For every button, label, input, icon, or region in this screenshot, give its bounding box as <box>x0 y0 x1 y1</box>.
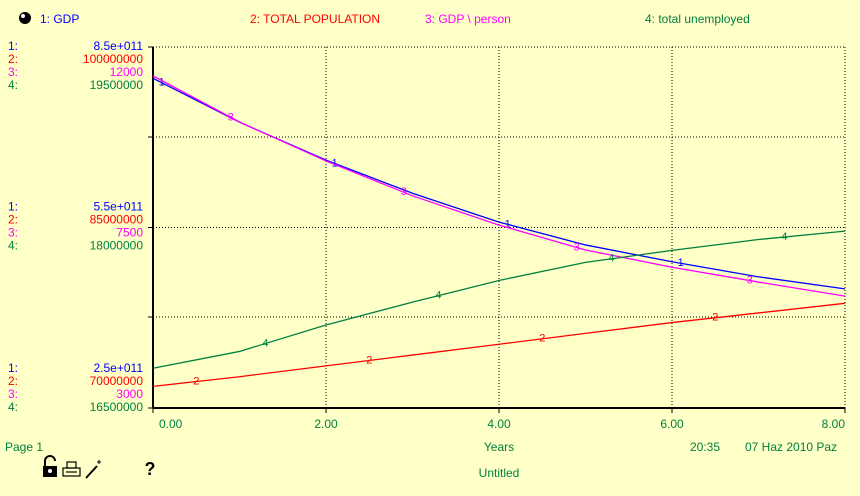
x-tick-label: 6.00 <box>660 417 684 431</box>
axis-prefix: 1: <box>8 361 18 375</box>
legend-entry: 1: GDP <box>40 12 79 26</box>
axis-prefix: 3: <box>8 387 18 401</box>
y-tick-label: 2.5e+011 <box>94 361 144 375</box>
y-tick-label: 100000000 <box>83 52 143 66</box>
axis-prefix: 2: <box>8 52 18 66</box>
axis-prefix: 2: <box>8 374 18 388</box>
axis-prefix: 1: <box>8 200 18 214</box>
x-tick-label: 8.00 <box>822 417 846 431</box>
series-marker: 2 <box>539 333 545 345</box>
series-marker: 2 <box>193 375 199 387</box>
series-marker: 4 <box>608 253 614 265</box>
series-marker: 3 <box>574 241 580 253</box>
y-tick-label: 70000000 <box>90 374 144 388</box>
series-marker: 4 <box>262 337 268 349</box>
y-tick-label: 18000000 <box>90 239 144 253</box>
axis-prefix: 1: <box>8 39 18 53</box>
legend-entry: 2: TOTAL POPULATION <box>250 12 380 26</box>
axis-prefix: 3: <box>8 65 18 79</box>
y-tick-label: 7500 <box>116 226 143 240</box>
series-marker: 2 <box>712 312 718 324</box>
series-marker: 4 <box>435 290 441 302</box>
file-name: Untitled <box>479 466 520 480</box>
legend-entry: 3: GDP \ person <box>425 12 511 26</box>
graph-icon[interactable] <box>19 12 31 24</box>
date: 07 Haz 2010 Paz <box>745 440 837 454</box>
lock-icon[interactable] <box>43 455 57 477</box>
x-axis-label: Years <box>484 440 514 454</box>
axis-prefix: 3: <box>8 226 18 240</box>
series-line <box>152 75 846 297</box>
axis-prefix: 4: <box>8 78 18 92</box>
axis-prefix: 2: <box>8 213 18 227</box>
y-tick-label: 5.5e+011 <box>94 200 144 214</box>
y-tick-label: 12000 <box>110 65 144 79</box>
y-tick-label: 3000 <box>116 387 143 401</box>
axis-prefix: 4: <box>8 400 18 414</box>
x-tick-label: 2.00 <box>314 417 338 431</box>
page-label: Page 1 <box>5 440 43 454</box>
legend-entry: 4: total unemployed <box>645 12 750 26</box>
series-marker: 3 <box>401 186 407 198</box>
series-marker: 3 <box>228 111 234 123</box>
series-marker: 1 <box>159 77 165 89</box>
y-tick-label: 8.5e+011 <box>94 39 144 53</box>
series-marker: 2 <box>366 354 372 366</box>
series-line <box>152 302 846 387</box>
series-marker: 4 <box>781 231 787 243</box>
series-line <box>152 230 846 369</box>
time: 20:35 <box>690 440 720 454</box>
y-tick-label: 19500000 <box>90 78 144 92</box>
series-marker: 3 <box>747 274 753 286</box>
x-tick-label: 0.00 <box>159 417 183 431</box>
axis-prefix: 4: <box>8 239 18 253</box>
series-marker: 1 <box>332 157 338 169</box>
print-icon[interactable] <box>62 461 81 477</box>
help-icon[interactable]: ? <box>145 459 156 479</box>
y-tick-label: 16500000 <box>90 400 144 414</box>
series-marker: 1 <box>678 257 684 269</box>
y-tick-label: 85000000 <box>90 213 144 227</box>
x-tick-label: 4.00 <box>487 417 511 431</box>
series-marker: 1 <box>505 218 511 230</box>
wand-icon[interactable] <box>85 460 101 479</box>
